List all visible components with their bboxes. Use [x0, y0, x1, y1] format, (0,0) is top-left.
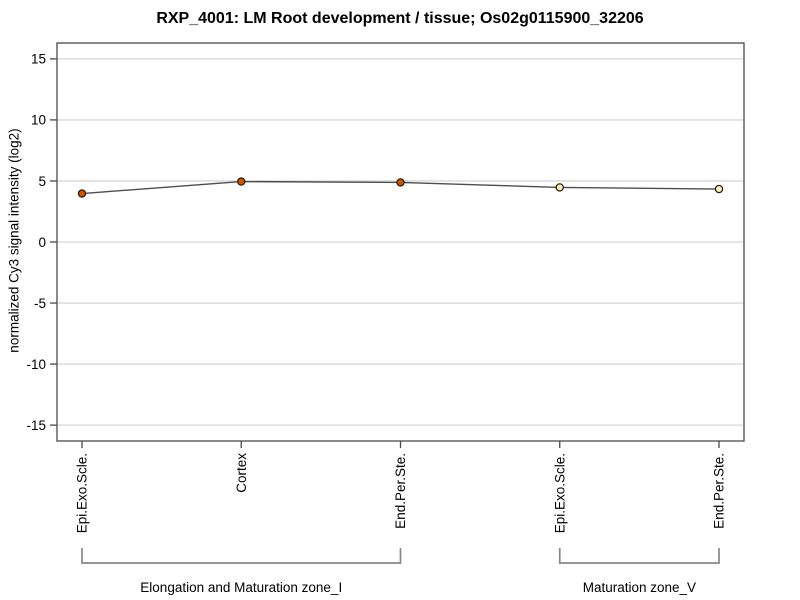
group-bracket	[81, 548, 402, 564]
chart-title: RXP_4001: LM Root development / tissue; …	[156, 10, 644, 27]
group-bracket	[558, 548, 720, 564]
x-tick-label: Epi.Exo.Scle.	[75, 453, 90, 533]
group-label: Maturation zone_V	[583, 580, 696, 595]
group-label: Elongation and Maturation zone_I	[140, 580, 342, 595]
x-tick-label: End.Per.Ste.	[393, 453, 408, 529]
data-point	[237, 177, 246, 186]
y-tick-label: 10	[31, 113, 46, 128]
y-tick-label: -10	[26, 357, 46, 372]
data-point	[396, 178, 405, 187]
x-tick-label: End.Per.Ste.	[712, 453, 727, 529]
x-tick-label: Cortex	[234, 453, 249, 493]
y-tick-label: 0	[38, 235, 46, 250]
data-point	[77, 189, 87, 198]
x-tick-label: Epi.Exo.Scle.	[552, 453, 567, 533]
y-tick-label: 15	[31, 52, 46, 67]
data-point	[555, 183, 564, 192]
y-tick-label: -5	[34, 296, 46, 311]
data-point	[714, 184, 724, 194]
y-tick-label: -15	[26, 418, 46, 433]
y-tick-label: 5	[38, 174, 46, 189]
